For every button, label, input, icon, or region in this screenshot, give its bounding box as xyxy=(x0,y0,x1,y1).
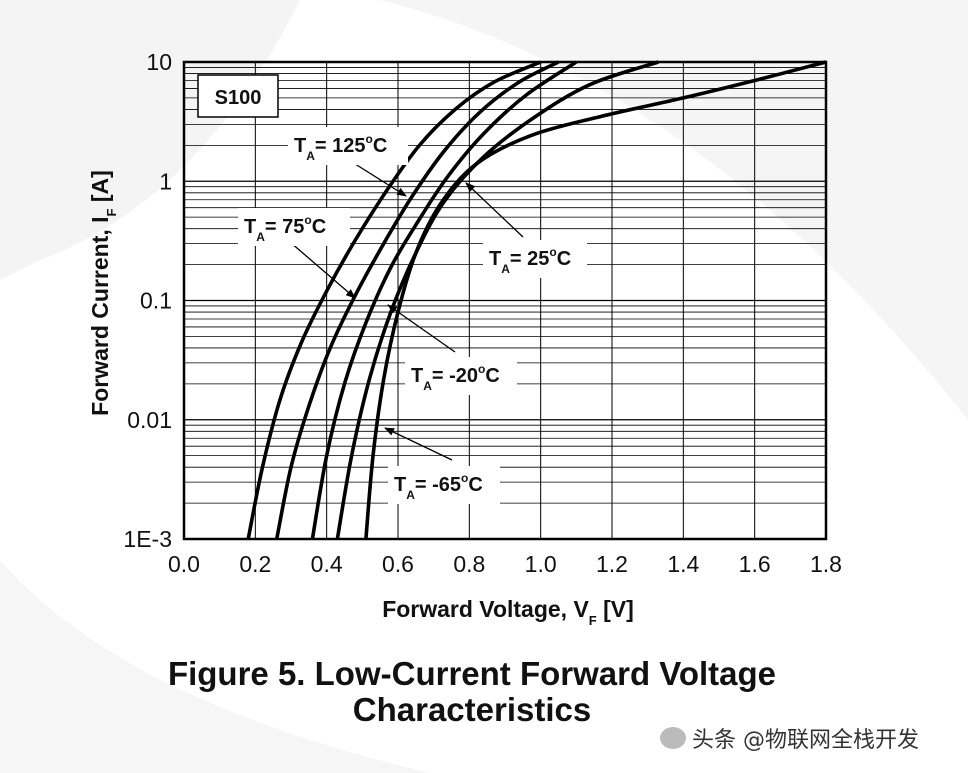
annotation-leader xyxy=(465,182,524,238)
y-tick-label: 0.01 xyxy=(127,407,172,433)
y-axis-title: Forward Current, IF [A] xyxy=(87,170,119,416)
series-line-1 xyxy=(274,60,560,540)
y-tick-label: 1E-3 xyxy=(123,526,172,552)
device-label-box: S100 xyxy=(197,74,279,118)
grid xyxy=(184,62,826,539)
figure-caption-line-1: Figure 5. Low-Current Forward Voltage xyxy=(167,655,777,692)
y-tick-label: 10 xyxy=(146,49,172,75)
x-tick-label: 1.8 xyxy=(810,551,842,577)
plot-frame xyxy=(182,60,828,541)
y-tick-label: 1 xyxy=(159,168,172,194)
series-line-4 xyxy=(364,60,827,540)
x-tick-label: 1.0 xyxy=(525,551,557,577)
annotation-label: TA= -65oC xyxy=(388,466,500,504)
x-tick-label: 0.4 xyxy=(311,551,343,577)
chat-icon xyxy=(660,727,686,749)
annotation-label: TA= -20oC xyxy=(405,357,517,395)
x-tick-label: 0.6 xyxy=(382,551,414,577)
figure-caption-line-2: Characteristics xyxy=(352,691,592,728)
x-tick-label: 0.2 xyxy=(239,551,271,577)
x-tick-labels: 0.0 0.2 0.4 0.6 0.8 1.0 1.2 1.4 1.6 1.8 xyxy=(168,551,842,577)
x-tick-label: 1.6 xyxy=(739,551,771,577)
annotation-label: TA= 25oC xyxy=(483,240,587,278)
series-curves xyxy=(246,60,827,540)
annotation-text: TA= 25oC xyxy=(489,245,571,276)
watermark: 头条 @物联网全栈开发 xyxy=(660,722,919,754)
annotation-text: TA= -20oC xyxy=(411,362,500,393)
watermark-text: 头条 @物联网全栈开发 xyxy=(692,728,919,753)
annotation-leaders xyxy=(289,161,524,461)
annotation-text: TA= 125oC xyxy=(294,132,387,163)
device-label: S100 xyxy=(215,87,262,109)
annotation-leader xyxy=(387,304,456,353)
annotation-leader xyxy=(384,427,453,461)
y-tick-labels: 1E-3 0.01 0.1 1 10 xyxy=(123,49,172,552)
x-tick-label: 1.4 xyxy=(667,551,699,577)
annotation-label: TA= 125oC xyxy=(288,127,408,165)
annotation-leader xyxy=(289,241,356,299)
y-tick-label: 0.1 xyxy=(140,288,172,314)
series-line-2 xyxy=(310,60,578,540)
x-tick-label: 0.0 xyxy=(168,551,200,577)
series-line-0 xyxy=(246,60,542,540)
annotation-text: TA= -65oC xyxy=(394,471,483,502)
annotation-leader xyxy=(351,161,407,197)
x-axis-title: Forward Voltage, VF [V] xyxy=(382,596,634,628)
x-tick-label: 0.8 xyxy=(453,551,485,577)
x-tick-label: 1.2 xyxy=(596,551,628,577)
annotations: TA= 125oC TA= 75oC TA= 25oC TA= -20oC TA= -6… xyxy=(238,127,587,504)
annotation-text: TA= 75oC xyxy=(244,213,326,244)
annotation-label: TA= 75oC xyxy=(238,208,350,246)
